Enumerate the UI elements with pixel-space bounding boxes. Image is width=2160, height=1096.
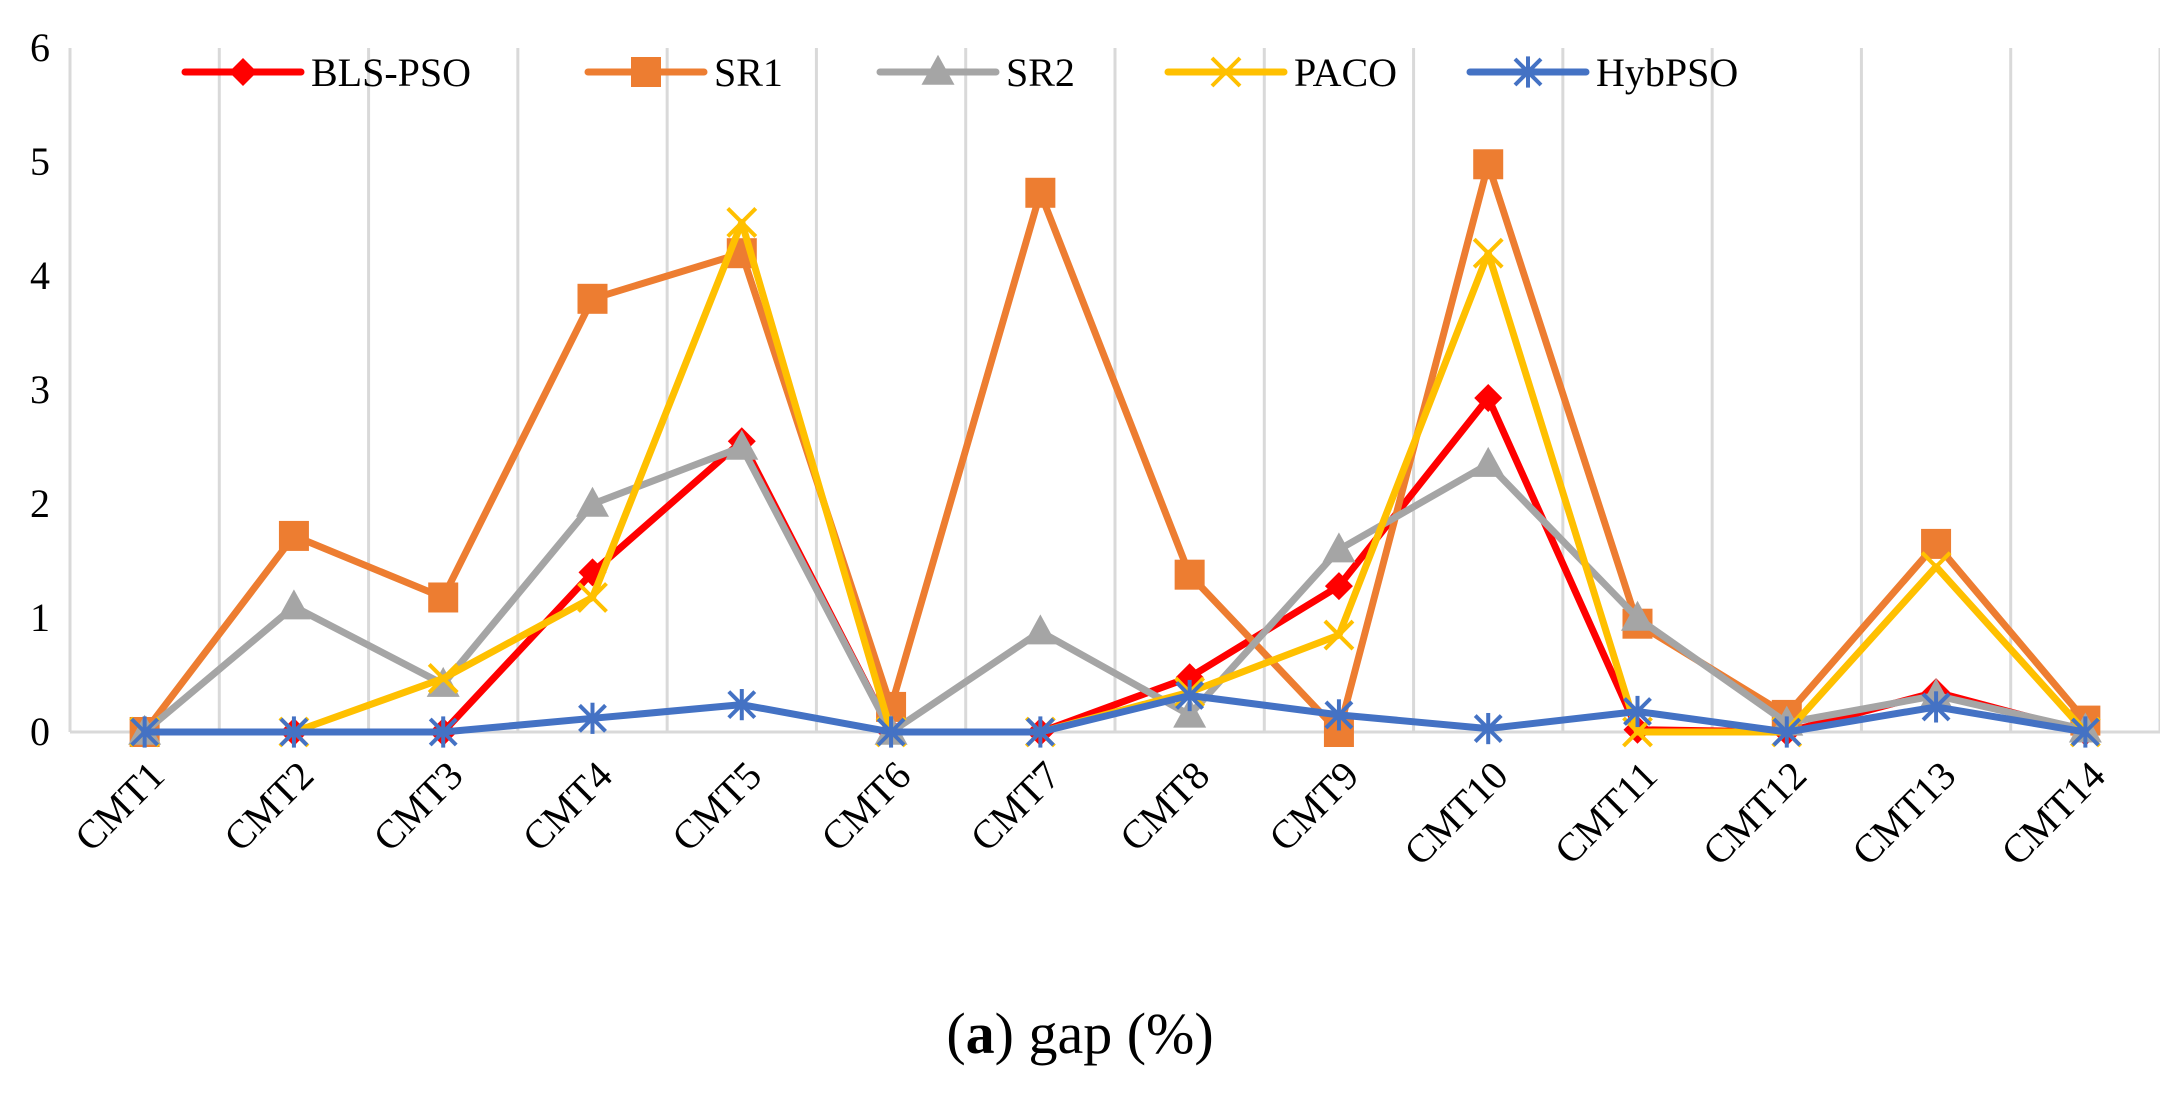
data-point [726,207,758,238]
data-point [428,716,458,748]
legend-label: SR1 [714,50,783,95]
data-point [1174,559,1205,590]
data-point [427,663,459,694]
legend-label: HybPSO [1596,50,1738,95]
x-tick-label: CMT7 [961,753,1068,860]
marker-square [631,57,661,87]
marker-triangle [921,54,955,85]
data-point [577,582,608,613]
legend-item: PACO [1164,50,1397,95]
y-tick-label: 0 [30,709,50,754]
y-tick-label: 4 [30,253,50,298]
data-point [1623,695,1652,728]
data-point [1173,697,1207,728]
data-point [1023,614,1057,645]
x-tick-label: CMT2 [215,753,322,860]
data-point [1323,619,1355,651]
marker-x-stroke [427,663,459,694]
figure-caption: (a) gap (%) [946,1001,1214,1066]
legend-label: BLS-PSO [311,50,471,95]
x-tick-label: CMT14 [1992,753,2113,874]
legend-label: PACO [1294,50,1397,95]
series-sr1 [129,149,2101,747]
x-tick-label: CMT4 [514,753,621,860]
y-tick-label: 5 [30,139,50,184]
data-point [1473,712,1503,745]
x-tick-label: CMT13 [1843,753,1964,874]
grid-lines [68,48,2160,732]
data-point [278,520,309,551]
legend-item: BLS-PSO [181,50,471,95]
marker-x-stroke [1210,56,1242,88]
data-point [1025,177,1056,208]
data-point [1324,572,1353,601]
marker-x-stroke [1472,237,1504,269]
marker-x-stroke [1920,551,1952,583]
data-point [578,702,607,734]
series-line [141,692,2089,736]
data-point [1921,691,1951,723]
data-point [727,689,757,721]
x-axis: CMT1 CMT2 CMT3 CMT4 CMT5 CMT6 CMT7 CMT8 CMT9 CMT1… [66,753,2114,874]
marker-diamond [229,58,257,86]
data-point [576,486,609,517]
legend-item: SR1 [584,50,783,95]
data-point [277,589,311,620]
y-tick-label: 3 [30,367,50,412]
data-point [1322,532,1356,563]
x-tick-label: CMT8 [1111,753,1218,860]
y-tick-label: 2 [30,481,50,526]
x-tick-label: CMT11 [1546,753,1666,873]
x-tick-label: CMT12 [1694,753,1815,874]
data-point [279,716,309,748]
data-point [1175,679,1205,712]
marker-star [1513,56,1543,88]
legend: BLS-PSO SR1 SR2 PACO HybPSO [181,50,1738,95]
marker-x [1210,56,1242,88]
series-line [141,443,2089,736]
data-point [130,716,160,748]
data-point [1025,716,1055,748]
data-point [428,582,459,613]
caption-text: gap (%) [1028,1001,1214,1066]
data-point [1473,149,1504,180]
y-tick-label: 1 [30,595,50,640]
caption-label: a [965,1001,995,1066]
data-point [1621,600,1654,631]
legend-item: SR2 [876,50,1075,95]
x-tick-label: CMT6 [812,753,919,860]
series-hybpso [130,679,2100,748]
x-tick-label: CMT10 [1395,753,1516,874]
data-point [1474,383,1503,412]
legend-item: HybPSO [1466,50,1738,95]
y-axis: 0 1 2 3 4 5 6 [30,25,50,754]
data-point [1324,699,1354,731]
data-point [1471,446,1505,477]
x-tick-label: CMT9 [1260,753,1367,860]
legend-label: SR2 [1006,50,1075,95]
data-point [577,283,608,314]
data-point [876,716,906,748]
x-tick-label: CMT1 [66,753,173,860]
marker-x-stroke [726,207,758,238]
series-line [141,160,2089,736]
data-point [2070,716,2100,748]
y-tick-label: 6 [30,25,50,70]
x-tick-label: CMT5 [663,753,770,860]
x-tick-label: CMT3 [364,753,471,860]
marker-x-stroke [577,582,608,613]
data-point [1772,716,1802,748]
data-point [1920,551,1952,583]
data-point [725,429,759,460]
marker-x-stroke [1323,619,1355,651]
data-point [1472,237,1504,269]
